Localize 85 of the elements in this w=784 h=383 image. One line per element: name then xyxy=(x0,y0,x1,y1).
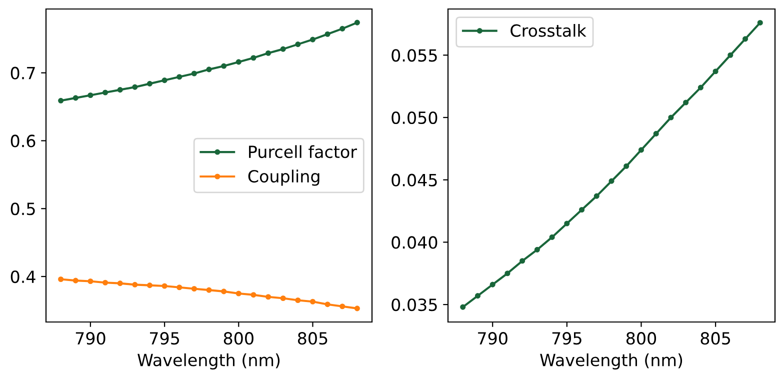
point xyxy=(742,36,748,42)
point xyxy=(280,295,286,302)
point xyxy=(638,147,644,153)
y-tick-label: 0.050 xyxy=(392,111,438,124)
point xyxy=(132,84,138,90)
point xyxy=(712,68,718,74)
y-tick-label: 0.5 xyxy=(10,202,35,216)
point xyxy=(504,270,510,276)
point xyxy=(206,287,212,293)
y-tick-label: 0.055 xyxy=(392,49,437,62)
point xyxy=(162,78,168,84)
x-axis-title: Wavelength (nm) xyxy=(540,353,682,370)
legend-label: Crosstalk xyxy=(510,24,586,37)
point xyxy=(295,297,301,304)
point xyxy=(146,80,153,86)
point xyxy=(280,46,286,52)
point xyxy=(58,98,64,104)
point xyxy=(310,36,316,42)
point xyxy=(265,50,272,56)
x-axis-title: Wavelength (nm) xyxy=(138,353,280,370)
point xyxy=(757,20,763,26)
x-tick-label: 800 xyxy=(224,332,254,345)
point xyxy=(520,258,526,264)
point xyxy=(88,278,94,284)
point xyxy=(88,92,94,98)
point xyxy=(354,20,360,26)
point xyxy=(162,283,168,289)
point xyxy=(728,52,734,58)
y-tick-label: 0.4 xyxy=(10,270,36,284)
point xyxy=(549,234,555,240)
point xyxy=(653,130,659,136)
point xyxy=(102,280,108,286)
point xyxy=(295,42,301,48)
point xyxy=(221,288,227,294)
point xyxy=(250,55,256,61)
y-tick-label: 0.040 xyxy=(392,236,438,249)
y-tick-label: 0.045 xyxy=(392,174,437,186)
point xyxy=(191,286,197,292)
point xyxy=(534,246,540,252)
point xyxy=(265,294,272,300)
point xyxy=(624,163,630,169)
y-tick-label: 0.7 xyxy=(10,66,35,80)
point xyxy=(594,193,600,199)
point xyxy=(460,304,466,310)
x-tick-label: 795 xyxy=(150,332,179,345)
point xyxy=(668,114,674,120)
point xyxy=(117,280,123,286)
point xyxy=(58,276,64,282)
point xyxy=(146,282,153,288)
point xyxy=(236,59,242,65)
point xyxy=(474,293,481,299)
point xyxy=(176,74,182,80)
point xyxy=(72,278,78,284)
x-tick-label: 790 xyxy=(478,332,508,345)
point xyxy=(324,302,330,308)
legend-label: Purcell factor xyxy=(249,145,357,158)
x-tick-label: 805 xyxy=(700,332,730,345)
point xyxy=(578,206,585,213)
x-tick-label: 805 xyxy=(298,332,328,345)
point xyxy=(191,70,197,76)
x-tick-label: 795 xyxy=(552,332,582,345)
point xyxy=(236,290,242,296)
point xyxy=(340,26,346,32)
point xyxy=(324,31,330,37)
point xyxy=(72,95,78,101)
point xyxy=(250,292,256,298)
point xyxy=(564,220,570,226)
point xyxy=(683,100,689,106)
point xyxy=(698,84,704,90)
point xyxy=(354,306,360,312)
point xyxy=(176,284,182,290)
point xyxy=(117,87,123,93)
point xyxy=(340,304,346,310)
point xyxy=(132,282,138,288)
point xyxy=(310,298,316,304)
legend-label: Coupling xyxy=(248,170,320,186)
x-tick-label: 790 xyxy=(76,332,106,345)
point xyxy=(608,178,614,184)
point xyxy=(206,66,212,72)
point xyxy=(102,90,108,96)
x-tick-label: 800 xyxy=(626,332,656,345)
point xyxy=(221,63,227,69)
point xyxy=(490,282,496,288)
y-tick-label: 0.035 xyxy=(392,298,437,312)
y-tick-label: 0.6 xyxy=(10,134,36,148)
